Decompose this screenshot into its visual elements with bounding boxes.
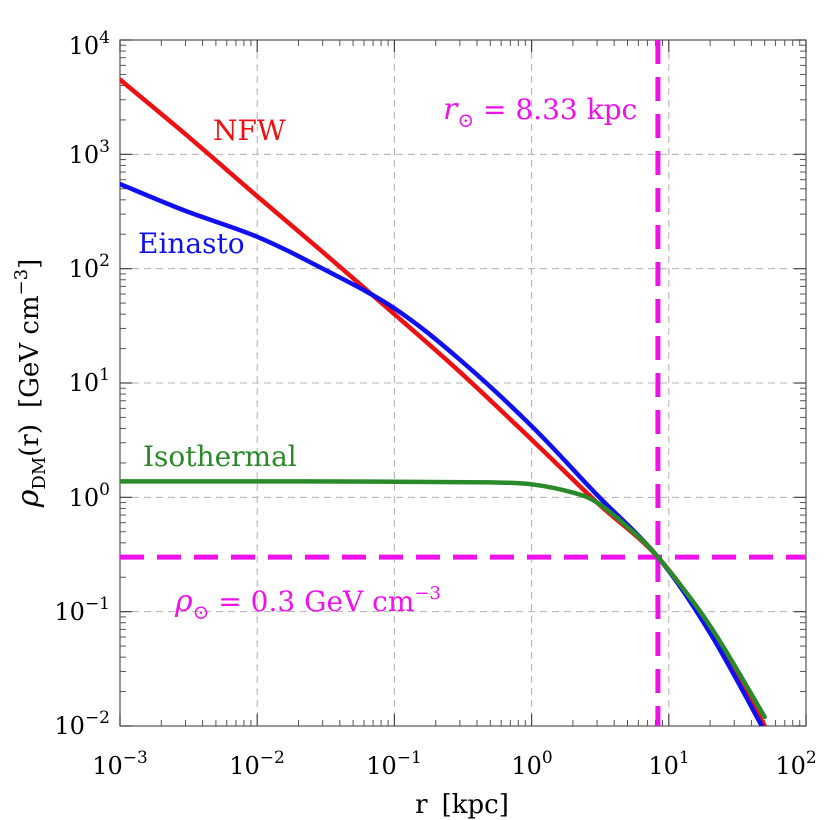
x-tick-label-4: 101 bbox=[648, 748, 689, 780]
solar-radius-label: r⊙ = 8.33 kpc bbox=[443, 92, 637, 132]
reference-lines bbox=[120, 40, 806, 726]
x-tick-label-3: 100 bbox=[511, 748, 552, 780]
y-tick-label-2: 100 bbox=[69, 480, 110, 512]
local-density-label: ρ⊙ = 0.3 GeV cm−3 bbox=[174, 583, 441, 624]
x-axis-title: r [kpc] bbox=[415, 790, 509, 820]
x-tick-label-1: 10−2 bbox=[229, 748, 285, 780]
y-axis-title: ρDM(r)[GeV cm−3] bbox=[11, 259, 50, 509]
x-tick-labels: 10−3 10−2 10−1 100 101 102 bbox=[92, 748, 816, 780]
series-label-nfw: NFW bbox=[213, 114, 286, 147]
series-label-isothermal: Isothermal bbox=[143, 440, 297, 473]
y-tick-label-4: 102 bbox=[69, 251, 110, 283]
y-tick-label-5: 103 bbox=[69, 137, 110, 169]
y-tick-label-3: 101 bbox=[69, 365, 110, 397]
x-tick-label-2: 10−1 bbox=[366, 748, 422, 780]
major-ticks bbox=[119, 39, 807, 727]
y-tick-label-0: 10−2 bbox=[54, 708, 110, 740]
series-label-einasto: Einasto bbox=[138, 227, 245, 260]
x-tick-label-5: 102 bbox=[775, 748, 816, 780]
y-tick-labels: 10−2 10−1 100 101 102 103 104 bbox=[54, 28, 110, 740]
y-tick-label-6: 104 bbox=[69, 28, 110, 60]
x-tick-label-0: 10−3 bbox=[92, 748, 148, 780]
series-line-isothermal bbox=[120, 479, 767, 720]
minor-ticks bbox=[120, 40, 806, 726]
y-tick-label-1: 10−1 bbox=[54, 594, 110, 626]
grid bbox=[120, 40, 806, 726]
series-lines bbox=[120, 77, 767, 726]
